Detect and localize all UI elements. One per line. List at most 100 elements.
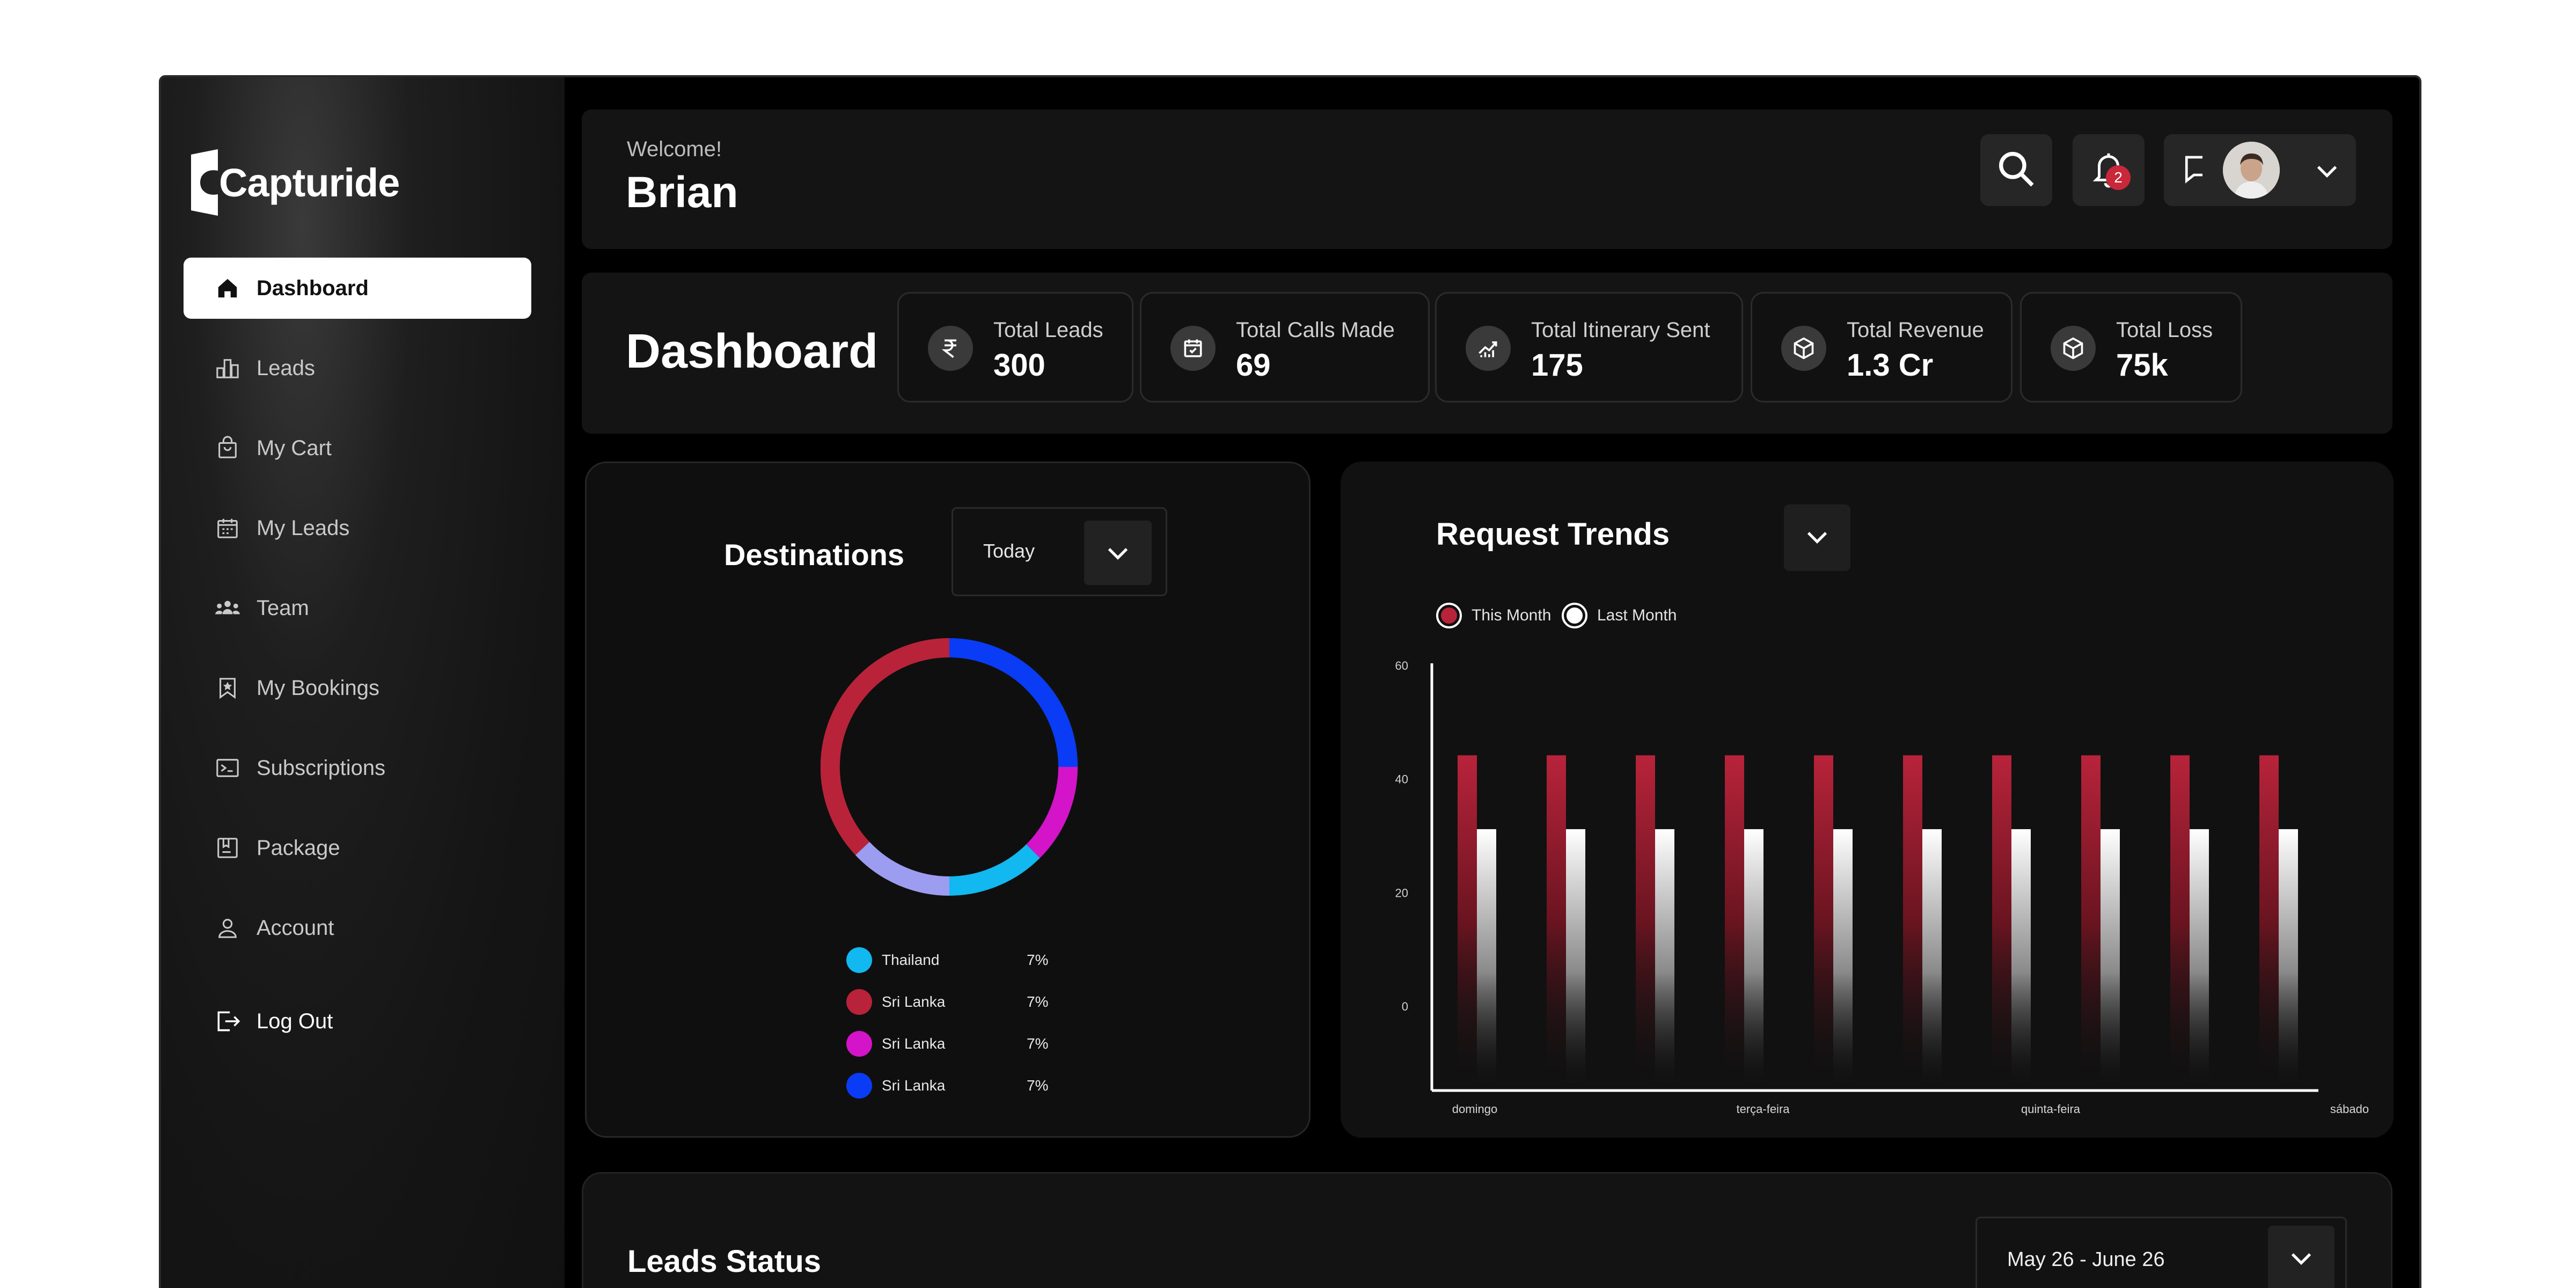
bar-this-month xyxy=(1547,755,1566,1089)
stat-label: Total Loss xyxy=(2116,318,2213,342)
sidebar-item-label: Leads xyxy=(257,356,315,380)
y-tick-label: 40 xyxy=(1395,773,1408,786)
legend-item: Sri Lanka 7% xyxy=(846,983,1050,1024)
legend-label: This Month xyxy=(1472,606,1552,624)
x-tick-label: terça-feira xyxy=(1736,1102,1790,1116)
logout-label: Log Out xyxy=(257,1009,333,1033)
terminal-icon xyxy=(214,754,241,782)
calendar-check-icon xyxy=(1170,326,1216,371)
x-tick-label: sábado xyxy=(2330,1102,2369,1116)
bar-this-month xyxy=(2081,755,2101,1089)
bar-last-month xyxy=(2011,829,2031,1089)
stat-card-total-leads: Total Leads 300 xyxy=(897,292,1133,402)
box-icon xyxy=(2051,326,2096,371)
y-tick-label: 60 xyxy=(1395,659,1408,672)
sidebar-item-dashboard[interactable]: Dashboard xyxy=(184,258,531,319)
legend-dot xyxy=(846,1073,872,1099)
stat-value: 75k xyxy=(2116,348,2168,383)
donut-segment-lavender xyxy=(855,841,950,896)
bar-last-month xyxy=(1833,829,1853,1089)
stat-value: 69 xyxy=(1236,348,1271,383)
stat-label: Total Leads xyxy=(993,318,1103,342)
logo-text: Capturide xyxy=(219,160,400,205)
bar-this-month xyxy=(1992,755,2011,1089)
app-window: Capturide Dashboard Leads My Cart xyxy=(159,75,2421,1288)
chevron-down-icon xyxy=(1084,521,1152,585)
sidebar-item-my-bookings[interactable]: My Bookings xyxy=(184,657,531,719)
x-tick-label: domingo xyxy=(1452,1102,1497,1116)
period-value: Today xyxy=(983,540,1035,562)
sidebar-item-my-cart[interactable]: My Cart xyxy=(184,418,531,479)
legend-label: Last Month xyxy=(1597,606,1677,624)
logout-icon xyxy=(214,1007,241,1035)
sidebar-item-package[interactable]: Package xyxy=(184,817,531,879)
rupee-icon xyxy=(928,326,973,371)
date-range-select[interactable]: May 26 - June 26 xyxy=(1975,1217,2347,1288)
user-icon xyxy=(214,914,241,942)
stat-value: 300 xyxy=(993,348,1045,383)
bar-last-month xyxy=(2279,829,2298,1089)
destinations-legend: Thailand 7% Sri Lanka 7% Sri Lanka 7% Sr… xyxy=(846,941,1050,1108)
welcome-text: Welcome! xyxy=(627,137,722,161)
legend-item: Sri Lanka 7% xyxy=(846,1066,1050,1108)
sidebar-item-label: Account xyxy=(257,916,334,940)
leads-status-title: Leads Status xyxy=(627,1244,821,1279)
avatar xyxy=(2223,142,2280,199)
stats-bar: Dashboard Total Leads 300 Total Calls Ma… xyxy=(582,273,2392,434)
legend-marker xyxy=(1562,603,1587,628)
legend-dot xyxy=(846,989,872,1015)
request-trends-card: Request Trends This Month Last Month 60 4… xyxy=(1341,462,2394,1138)
bar-this-month xyxy=(1725,755,1744,1089)
notifications-button[interactable]: 2 xyxy=(2073,134,2145,206)
date-range-value: May 26 - June 26 xyxy=(2007,1248,2165,1271)
bar-this-month xyxy=(1458,755,1477,1089)
sidebar-item-label: My Leads xyxy=(257,516,350,540)
page-title: Dashboard xyxy=(626,325,879,378)
sidebar-item-label: Dashboard xyxy=(257,276,369,300)
bar-this-month xyxy=(2170,755,2190,1089)
legend-dot xyxy=(846,947,872,973)
profile-menu[interactable] xyxy=(2202,134,2356,206)
team-icon xyxy=(214,594,241,622)
y-tick-label: 0 xyxy=(1402,1000,1408,1013)
bar-last-month xyxy=(1655,829,1674,1089)
legend-name: Sri Lanka xyxy=(882,1077,946,1094)
chevron-down-icon xyxy=(2268,1226,2334,1288)
logo-mark-icon xyxy=(191,149,224,216)
sidebar: Capturide Dashboard Leads My Cart xyxy=(161,77,565,1288)
shopping-bag-icon xyxy=(214,434,241,462)
sidebar-item-my-leads[interactable]: My Leads xyxy=(184,497,531,559)
sidebar-item-subscriptions[interactable]: Subscriptions xyxy=(184,737,531,799)
logo[interactable]: Capturide xyxy=(191,149,400,216)
chevron-down-icon xyxy=(1802,522,1832,554)
sidebar-item-label: My Cart xyxy=(257,436,332,460)
chevron-down-icon xyxy=(2312,156,2342,188)
x-tick-label: quinta-feira xyxy=(2021,1102,2081,1116)
sidebar-item-label: Team xyxy=(257,596,309,620)
stat-value: 175 xyxy=(1531,348,1583,383)
search-icon xyxy=(1995,148,2038,193)
legend-value: 7% xyxy=(1027,993,1049,1010)
sidebar-item-leads[interactable]: Leads xyxy=(184,338,531,399)
bar-last-month xyxy=(2101,829,2120,1089)
legend-last-month[interactable]: Last Month xyxy=(1562,602,1677,629)
donut-segment-red xyxy=(821,638,950,855)
leads-status-card: Leads Status May 26 - June 26 xyxy=(582,1172,2392,1288)
legend-this-month[interactable]: This Month xyxy=(1436,602,1551,629)
sidebar-item-account[interactable]: Account xyxy=(184,897,531,958)
destinations-period-select[interactable]: Today xyxy=(952,507,1167,596)
sidebar-item-team[interactable]: Team xyxy=(184,577,531,639)
search-button[interactable] xyxy=(1980,134,2052,206)
donut-segment-magenta xyxy=(1026,766,1078,858)
bar-last-month xyxy=(1477,829,1496,1089)
destinations-title: Destinations xyxy=(724,538,905,572)
sidebar-item-label: Subscriptions xyxy=(257,756,386,780)
legend-marker xyxy=(1436,603,1462,628)
home-icon xyxy=(214,274,241,302)
legend-item: Thailand 7% xyxy=(846,941,1050,983)
legend-value: 7% xyxy=(1027,1077,1049,1094)
stat-card-total-calls: Total Calls Made 69 xyxy=(1140,292,1430,402)
logout-button[interactable]: Log Out xyxy=(184,991,531,1052)
trends-dropdown-button[interactable] xyxy=(1784,504,1850,571)
bar-this-month xyxy=(1903,755,1922,1089)
